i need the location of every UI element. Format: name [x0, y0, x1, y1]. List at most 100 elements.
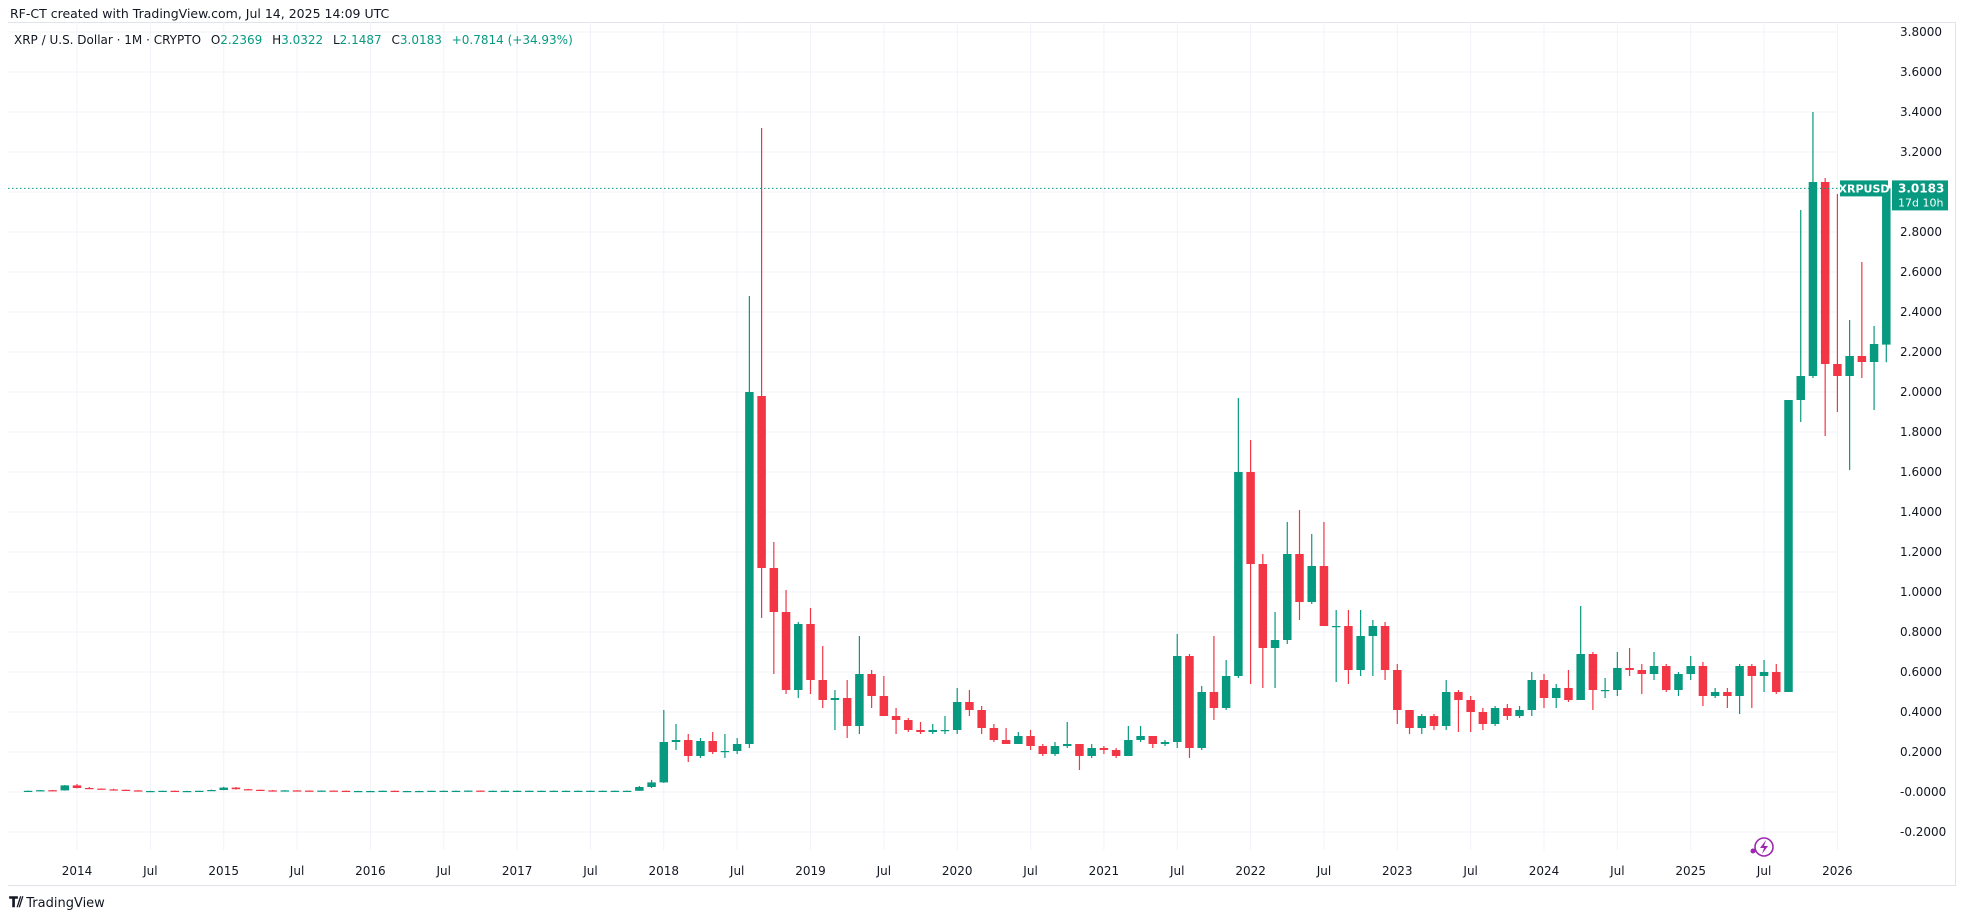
- y-tick-label: 1.4000: [1900, 505, 1942, 519]
- y-tick-label: 2.4000: [1900, 305, 1942, 319]
- candle: [525, 790, 534, 792]
- candle: [36, 790, 45, 792]
- candle: [415, 791, 424, 793]
- x-tick-label: 2024: [1529, 864, 1560, 878]
- candle: [1723, 692, 1732, 696]
- chart-frame: [8, 22, 1956, 886]
- candle: [708, 741, 717, 752]
- candle: [1698, 666, 1708, 696]
- candle: [133, 790, 143, 792]
- close-label: C: [391, 33, 400, 47]
- x-tick-label: Jul: [1462, 864, 1477, 878]
- candle: [732, 744, 742, 751]
- candle: [830, 698, 840, 700]
- candle: [598, 790, 607, 792]
- candle: [1808, 182, 1818, 376]
- x-tick-label: Jul: [1756, 864, 1771, 878]
- candle: [806, 624, 815, 680]
- candle: [1759, 672, 1769, 676]
- y-tick-label: -0.2000: [1900, 825, 1946, 839]
- y-tick-label: 3.2000: [1900, 145, 1942, 159]
- candle: [390, 790, 400, 792]
- candle: [684, 740, 693, 756]
- candle: [1344, 626, 1353, 670]
- candle: [1490, 708, 1500, 724]
- chart-credit: RF-CT created with TradingView.com, Jul …: [10, 6, 390, 21]
- x-tick-label: 2020: [942, 864, 973, 878]
- x-tick-label: Jul: [289, 864, 304, 878]
- candle: [488, 790, 497, 792]
- x-tick-label: 2019: [795, 864, 826, 878]
- candle: [989, 728, 999, 740]
- candle: [158, 790, 167, 792]
- candle: [305, 790, 314, 792]
- candle: [500, 790, 510, 792]
- candle: [1087, 748, 1096, 756]
- x-tick-label: Jul: [142, 864, 157, 878]
- candle: [573, 790, 583, 792]
- x-tick-label: Jul: [582, 864, 597, 878]
- time-axis[interactable]: 2014 Jul 2015 Jul 2016 Jul 2017 Jul 2018 Jul 2019 J…: [62, 864, 1853, 878]
- candle: [1478, 712, 1488, 724]
- candle: [1857, 356, 1867, 362]
- y-tick-label: 3.8000: [1900, 25, 1942, 39]
- candle: [977, 710, 986, 728]
- candle: [952, 702, 962, 730]
- candle: [512, 790, 522, 792]
- x-tick-label: 2015: [208, 864, 239, 878]
- low-label: L: [332, 33, 340, 47]
- candle: [72, 785, 82, 788]
- candle: [1527, 680, 1537, 710]
- symbol-description[interactable]: XRP / U.S. Dollar · 1M · CRYPTO: [14, 33, 202, 47]
- candle: [549, 790, 559, 792]
- candle: [1417, 716, 1426, 728]
- candle: [341, 790, 351, 792]
- candle: [867, 674, 876, 696]
- x-tick-label: Jul: [1169, 864, 1184, 878]
- y-tick-label: 2.6000: [1900, 265, 1942, 279]
- candle: [1111, 750, 1121, 756]
- candle: [622, 790, 632, 792]
- open-label: O: [210, 33, 221, 47]
- candle: [1380, 626, 1390, 670]
- candle: [1429, 716, 1439, 726]
- x-tick-label: 2021: [1089, 864, 1120, 878]
- candle: [1588, 654, 1598, 690]
- candle: [1441, 692, 1451, 726]
- tradingview-logo[interactable]: 𝐓⫽ TradingView: [9, 895, 105, 911]
- lightning-event-icon[interactable]: [1750, 837, 1774, 857]
- candle: [23, 790, 33, 792]
- candle: [1050, 746, 1060, 754]
- candle: [1845, 356, 1854, 376]
- candle: [537, 790, 546, 792]
- candle: [720, 751, 730, 753]
- candle: [60, 785, 70, 791]
- candle: [353, 791, 363, 793]
- y-tick-label: 0.4000: [1900, 705, 1942, 719]
- x-tick-label: Jul: [729, 864, 744, 878]
- candle: [794, 624, 803, 690]
- y-tick-label: 2.8000: [1900, 225, 1942, 239]
- y-tick-label: 1.6000: [1900, 465, 1942, 479]
- candle: [1099, 748, 1109, 750]
- candle: [1001, 740, 1011, 744]
- candle: [146, 791, 155, 793]
- candle: [182, 791, 192, 793]
- candle: [1454, 692, 1463, 700]
- x-tick-label: Jul: [876, 864, 891, 878]
- price-axis[interactable]: 3.80003.60003.40003.20003.00002.80002.60…: [1900, 25, 1946, 839]
- candle: [696, 741, 705, 756]
- candle: [781, 612, 791, 690]
- candle: [671, 740, 681, 742]
- candle: [1833, 364, 1842, 376]
- candle: [268, 790, 277, 792]
- candle: [1539, 680, 1549, 698]
- candle: [879, 696, 889, 716]
- candle: [1368, 626, 1378, 636]
- candle: [1662, 666, 1671, 690]
- x-tick-label: Jul: [1316, 864, 1331, 878]
- x-tick-label: 2025: [1675, 864, 1706, 878]
